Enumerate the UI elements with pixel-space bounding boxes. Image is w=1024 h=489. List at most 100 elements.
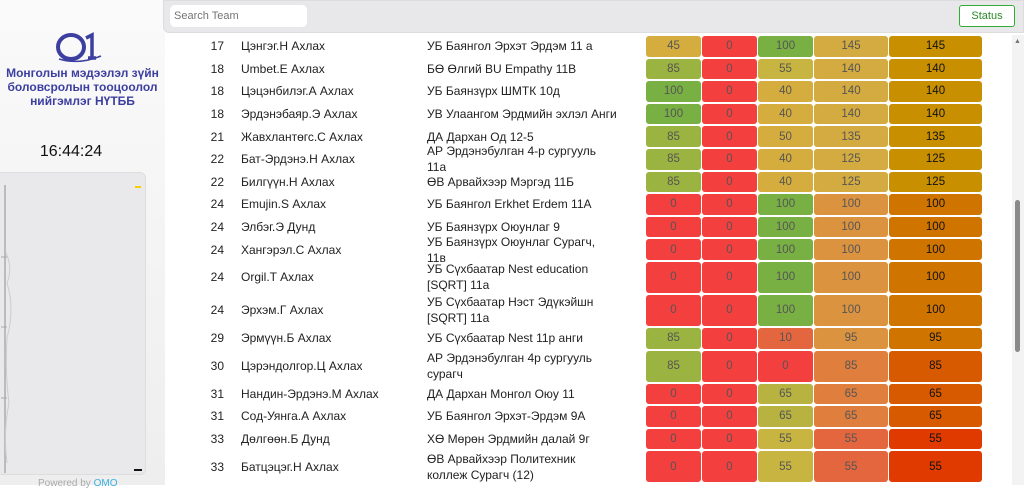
total-score-cell: 125 bbox=[889, 148, 982, 170]
school-name: УБ Сүхбаатар Нэст Эдүкэйшн [SQRT] 11а bbox=[427, 295, 594, 326]
scrollbar-thumb[interactable] bbox=[1015, 200, 1020, 352]
problem-score-cell: 100 bbox=[814, 294, 888, 326]
team-name: Элбэг.Э Дунд bbox=[241, 220, 316, 235]
problem-score-cell: 100 bbox=[646, 81, 701, 102]
total-score-cell: 100 bbox=[889, 239, 982, 260]
problem-score-cell: 40 bbox=[758, 103, 813, 125]
problem-score-cell: 0 bbox=[646, 383, 701, 405]
organization-name: Монголын мэдээлэл зүйн боловсролын тооцо… bbox=[6, 66, 159, 108]
team-name: Билгүүн.Н Ахлах bbox=[241, 174, 335, 189]
total-score-cell: 85 bbox=[889, 350, 982, 382]
problem-score-cell: 125 bbox=[814, 148, 888, 170]
logo-icon bbox=[56, 32, 102, 63]
clock: 16:44:24 bbox=[39, 143, 103, 160]
progress-chart bbox=[0, 172, 146, 475]
total-score-cell: 140 bbox=[889, 103, 982, 125]
problem-score-cell: 0 bbox=[702, 126, 757, 147]
scrollbar[interactable]: ▲ bbox=[1012, 35, 1024, 485]
timeline-chart bbox=[1, 185, 142, 473]
total-score-cell: 100 bbox=[889, 294, 982, 326]
rank-cell: 24 bbox=[210, 242, 224, 257]
problem-score-cell: 0 bbox=[646, 261, 701, 293]
school-name: УБ Баянгол Эрхэт Эрдэм 11 а bbox=[427, 39, 593, 54]
problem-score-cell: 0 bbox=[646, 451, 701, 483]
team-name: Эрдэнэбаяр.Э Ахлах bbox=[241, 107, 358, 122]
total-score-cell: 65 bbox=[889, 406, 982, 427]
rank-cell: 31 bbox=[210, 386, 224, 401]
team-name: Хангэрэл.С Ахлах bbox=[241, 242, 342, 257]
problem-score-cell: 100 bbox=[814, 194, 888, 215]
rank-cell: 29 bbox=[210, 331, 224, 346]
problem-score-cell: 100 bbox=[758, 294, 813, 326]
problem-score-cell: 0 bbox=[702, 327, 757, 349]
problem-score-cell: 85 bbox=[646, 327, 701, 349]
problem-score-cell: 0 bbox=[702, 294, 757, 326]
problem-score-cell: 55 bbox=[814, 451, 888, 483]
problem-score-cell: 100 bbox=[758, 36, 813, 57]
powered-link[interactable]: OMO bbox=[93, 478, 118, 489]
total-score-cell: 145 bbox=[889, 36, 982, 57]
team-name: Дөлгөөн.Б Дунд bbox=[241, 432, 330, 447]
problem-score-cell: 145 bbox=[814, 36, 888, 57]
school-name: УБ Сүхбаатар Nest 11р анги bbox=[427, 331, 583, 346]
rank-cell: 18 bbox=[210, 61, 224, 76]
table-row: 31 Нандин-Эрдэнэ.М Ахлах ДА Дархан Монгол … bbox=[0, 383, 1010, 406]
team-name: Эрхэм.Г Ахлах bbox=[241, 303, 324, 318]
table-row: 22 Билгүүн.Н Ахлах ӨВ Арвайхээр Мэргэд 11Б… bbox=[0, 171, 1010, 194]
rank-cell: 18 bbox=[210, 84, 224, 99]
rank-cell: 31 bbox=[210, 409, 224, 424]
table-row: 18 Эрдэнэбаяр.Э Ахлах УВ Улаангом Эрдмийн … bbox=[0, 103, 1010, 126]
total-score-cell: 135 bbox=[889, 126, 982, 147]
problem-score-cell: 0 bbox=[646, 294, 701, 326]
problem-score-cell: 85 bbox=[814, 350, 888, 382]
problem-score-cell: 0 bbox=[702, 103, 757, 125]
powered-label: Powered by bbox=[38, 478, 91, 489]
powered-by: Powered by OMO bbox=[38, 478, 117, 489]
problem-score-cell: 100 bbox=[814, 239, 888, 260]
problem-score-cell: 125 bbox=[814, 171, 888, 193]
problem-score-cell: 0 bbox=[702, 261, 757, 293]
problem-score-cell: 140 bbox=[814, 58, 888, 80]
school-name: УВ Улаангом Эрдмийн эхлэл Анги bbox=[427, 107, 617, 122]
status-button[interactable]: Status bbox=[959, 5, 1015, 27]
total-score-cell: 55 bbox=[889, 451, 982, 483]
problem-score-cell: 0 bbox=[702, 171, 757, 193]
problem-score-cell: 0 bbox=[702, 148, 757, 170]
table-row: 24 Emujin.S Ахлах УБ Баянгол Erkhet Erdem … bbox=[0, 193, 1010, 216]
school-name: ДА Дархан Монгол Оюу 11 bbox=[427, 386, 575, 401]
table-row: 31 Сод-Уянга.А Ахлах УБ Баянгол Эрхэт-Эрдэ… bbox=[0, 405, 1010, 428]
team-name: Сод-Уянга.А Ахлах bbox=[241, 409, 347, 424]
rank-cell: 17 bbox=[210, 39, 224, 54]
problem-score-cell: 40 bbox=[758, 81, 813, 102]
problem-score-cell: 65 bbox=[758, 383, 813, 405]
problem-score-cell: 0 bbox=[702, 428, 757, 450]
team-name: Эрмүүн.Б Ахлах bbox=[241, 331, 332, 346]
problem-score-cell: 100 bbox=[758, 216, 813, 238]
rank-cell: 22 bbox=[210, 152, 224, 167]
problem-score-cell: 0 bbox=[702, 406, 757, 427]
total-score-cell: 100 bbox=[889, 216, 982, 238]
scroll-up-icon[interactable]: ▲ bbox=[1014, 38, 1021, 45]
top-bar: Status bbox=[163, 0, 1024, 33]
table-row: 21 Жавхлантөгс.С Ахлах ДА Дархан Од 12-5 85… bbox=[0, 125, 1010, 148]
team-name: Цэцэнбилэг.А Ахлах bbox=[241, 84, 354, 99]
problem-score-cell: 95 bbox=[814, 327, 888, 349]
total-score-cell: 140 bbox=[889, 81, 982, 102]
problem-score-cell: 85 bbox=[646, 148, 701, 170]
problem-score-cell: 85 bbox=[646, 58, 701, 80]
problem-score-cell: 0 bbox=[702, 383, 757, 405]
problem-score-cell: 0 bbox=[702, 451, 757, 483]
table-row: 22 Бат-Эрдэнэ.Н Ахлах АР Эрдэнэбулган 4-р … bbox=[0, 144, 1010, 174]
sidebar: Монголын мэдээлэл зүйн боловсролын тооцо… bbox=[0, 0, 165, 489]
school-name: БӨ Өлгий BU Empathy 11B bbox=[427, 61, 577, 76]
search-team-input[interactable] bbox=[170, 5, 307, 27]
team-name: Emujin.S Ахлах bbox=[241, 197, 327, 212]
problem-score-cell: 50 bbox=[758, 126, 813, 147]
rank-cell: 24 bbox=[210, 197, 224, 212]
rank-cell: 33 bbox=[210, 432, 224, 447]
problem-score-cell: 85 bbox=[646, 350, 701, 382]
problem-score-cell: 40 bbox=[758, 148, 813, 170]
total-score-cell: 100 bbox=[889, 194, 982, 215]
problem-score-cell: 45 bbox=[646, 36, 701, 57]
problem-score-cell: 65 bbox=[758, 406, 813, 427]
